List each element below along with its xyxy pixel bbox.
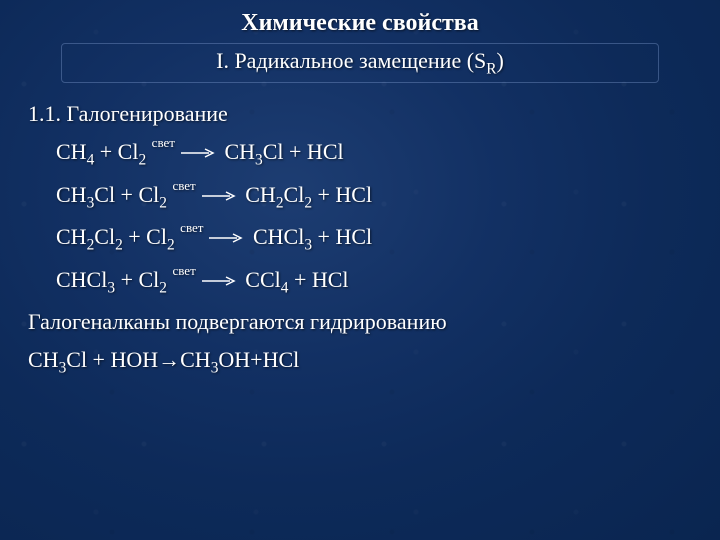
eq-rhs-text: CCl [245, 267, 280, 292]
arrow-condition: свет [172, 178, 195, 193]
arrow-icon [181, 146, 215, 158]
reaction-arrow: свет [172, 182, 239, 207]
section-heading: 1.1. Галогенирование [28, 101, 692, 127]
eq-rhs-text: + HCl [288, 267, 348, 292]
reaction-arrow: свет [152, 139, 219, 164]
eq-lhs-text: CH [56, 139, 87, 164]
eq-lhs-subscript: 3 [107, 279, 115, 296]
eq-lhs-text: CH [56, 224, 87, 249]
eq-rhs-text: CHCl [253, 224, 304, 249]
eq-lhs-text: Cl + Cl [94, 182, 159, 207]
hydro-eq-text: CH [28, 347, 59, 372]
eq-rhs-text: + HCl [312, 224, 372, 249]
eq-lhs-subscript: 2 [159, 279, 167, 296]
content-area: 1.1. Галогенирование CH4 + Cl2 свет CH3C… [0, 83, 720, 377]
equation-list: CH4 + Cl2 свет CH3Cl + HClCH3Cl + Cl2 св… [28, 139, 692, 297]
equation-row: CHCl3 + Cl2 свет CCl4 + HCl [56, 267, 692, 297]
eq-rhs-text: Cl + HCl [263, 139, 344, 164]
subtitle: I. Радикальное замещение (SR) [216, 48, 504, 73]
arrow-condition: свет [172, 263, 195, 278]
reaction-arrow: свет [180, 224, 247, 249]
hydro-eq-text: Cl + HOH→CH [66, 347, 210, 372]
eq-lhs-subscript: 2 [167, 237, 175, 254]
eq-lhs-text: Cl [94, 224, 115, 249]
eq-rhs-text: CH [224, 139, 255, 164]
eq-rhs-subscript: 2 [276, 194, 284, 211]
hydro-eq-text: OH+HCl [218, 347, 299, 372]
subtitle-subscript: R [486, 60, 496, 77]
equation-row: CH4 + Cl2 свет CH3Cl + HCl [56, 139, 692, 169]
arrow-icon [209, 231, 243, 243]
eq-lhs-text: CHCl [56, 267, 107, 292]
eq-lhs-subscript: 2 [159, 194, 167, 211]
arrow-icon [202, 274, 236, 286]
arrow-condition: свет [152, 135, 175, 150]
equation-row: CH3Cl + Cl2 свет CH2Cl2 + HCl [56, 182, 692, 212]
eq-rhs-text: + HCl [312, 182, 372, 207]
equation-row: CH2Cl2 + Cl2 свет CHCl3 + HCl [56, 224, 692, 254]
eq-lhs-text: + Cl [123, 224, 167, 249]
eq-rhs-text: Cl [284, 182, 305, 207]
subtitle-prefix: I. Радикальное замещение (S [216, 48, 486, 73]
arrow-icon [202, 189, 236, 201]
subtitle-box: I. Радикальное замещение (SR) [61, 43, 659, 83]
eq-lhs-text: + Cl [115, 267, 159, 292]
eq-rhs-subscript: 3 [304, 237, 312, 254]
eq-rhs-text: CH [245, 182, 276, 207]
arrow-condition: свет [180, 220, 203, 235]
page-title: Химические свойства [0, 0, 720, 37]
subtitle-suffix: ) [497, 48, 504, 73]
hydrogenation-equation: CH3Cl + HOH→CH3OH+HCl [28, 347, 692, 377]
eq-lhs-text: CH [56, 182, 87, 207]
eq-rhs-subscript: 3 [255, 152, 263, 169]
reaction-arrow: свет [172, 267, 239, 292]
eq-lhs-subscript: 2 [115, 237, 123, 254]
hydrogenation-note: Галогеналканы подвергаются гидрированию [28, 309, 692, 335]
eq-lhs-text: + Cl [94, 139, 138, 164]
eq-rhs-subscript: 2 [304, 194, 312, 211]
